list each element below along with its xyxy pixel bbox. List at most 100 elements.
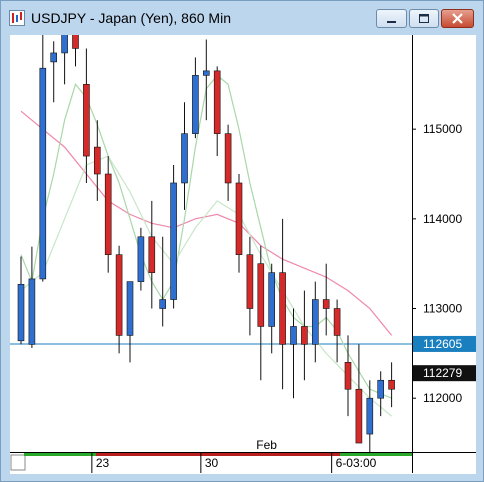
candle-23 [257, 245, 265, 381]
price-tick-label: 114000 [423, 212, 462, 226]
candle-body [290, 326, 297, 345]
price-tick-label: 113000 [423, 302, 462, 316]
candlestick-chart[interactable]: 115000 114000 113000 112000 112605 112279 23 3… [10, 35, 476, 474]
candle-24 [268, 263, 276, 354]
candle-2 [28, 246, 36, 348]
candle-26 [290, 308, 297, 399]
time-tick-label: 30 [205, 456, 219, 470]
candle-29 [322, 263, 330, 336]
candle-17 [192, 57, 199, 139]
candle-20 [224, 124, 232, 201]
moving-average-line-2 [20, 74, 392, 399]
last-price-tag [413, 365, 476, 382]
chart-app-icon [9, 10, 25, 26]
candle-15 [170, 165, 177, 309]
candle-body [137, 236, 145, 282]
candle-body [126, 281, 134, 336]
candle-body [213, 70, 221, 134]
candle-body [72, 35, 79, 49]
candle-14 [159, 236, 166, 327]
candle-body [333, 308, 341, 336]
candle-body [181, 133, 188, 184]
candle-body [61, 35, 68, 54]
candle-body [301, 326, 308, 345]
candle-10 [115, 245, 123, 354]
candle-body [311, 299, 319, 345]
candle-body [50, 52, 58, 63]
candle-body [344, 362, 352, 390]
candle-body [268, 272, 276, 327]
candle-body [192, 75, 199, 134]
candle-4 [50, 41, 58, 103]
candle-13 [148, 200, 156, 309]
candle-body [224, 133, 232, 184]
maximize-button[interactable] [409, 9, 439, 28]
minimize-button[interactable] [376, 9, 407, 28]
candle-body [355, 388, 363, 444]
candle-34 [377, 371, 385, 417]
candle-body [257, 263, 265, 327]
price-line-tag-label: 112605 [423, 337, 462, 351]
close-button[interactable] [441, 9, 474, 28]
candle-12 [137, 227, 145, 291]
candle-body [115, 254, 123, 336]
minimize-icon [387, 21, 396, 23]
last-price-tag-label: 112279 [423, 366, 462, 380]
candle-6 [72, 35, 79, 67]
session-bar-green-end [340, 453, 412, 456]
close-icon [452, 13, 463, 24]
candle-7 [83, 48, 90, 183]
moving-average-line-1 [20, 110, 393, 336]
price-tick-label: 115000 [423, 122, 462, 136]
candle-19 [213, 66, 221, 157]
candle-body [279, 272, 286, 345]
candle-body [104, 173, 112, 256]
candle-9 [104, 156, 112, 273]
candle-22 [246, 236, 254, 336]
candle-body [148, 236, 156, 273]
candle-body [17, 284, 25, 342]
maximize-icon [419, 14, 429, 23]
candle-body [366, 397, 374, 435]
candle-35 [388, 362, 395, 408]
candle-body [28, 278, 36, 345]
candle-body [170, 182, 177, 300]
candle-32 [355, 344, 363, 444]
time-scroll-thumb[interactable] [10, 454, 26, 471]
candle-body [83, 84, 90, 157]
candle-body [235, 182, 243, 256]
candle-11 [126, 281, 134, 363]
candle-body [159, 299, 166, 309]
candle-8 [94, 120, 101, 201]
candle-body [246, 254, 254, 309]
candle-25 [279, 218, 286, 390]
candle-body [94, 146, 101, 175]
month-label: Feb [256, 438, 277, 452]
candle-1 [17, 256, 25, 345]
candle-31 [344, 335, 352, 417]
candle-16 [181, 102, 188, 210]
candle-body [388, 379, 395, 390]
candle-body [39, 67, 47, 280]
candle-body [322, 299, 330, 309]
candle-28 [311, 281, 319, 363]
time-tick-label: 6-03:00 [336, 456, 377, 470]
session-bar-green [24, 453, 96, 456]
candle-30 [333, 299, 341, 363]
title-bar[interactable]: USDJPY - Japan (Yen), 860 Min [1, 1, 483, 35]
candle-33 [366, 380, 374, 452]
candle-body [203, 70, 210, 76]
candle-18 [203, 39, 210, 121]
candle-3 [39, 35, 47, 282]
candle-5 [61, 35, 68, 85]
price-line-tag [413, 335, 476, 352]
chart-area[interactable]: 115000 114000 113000 112000 112605 112279 23 3… [10, 35, 476, 474]
candle-27 [301, 290, 308, 381]
window-title: USDJPY - Japan (Yen), 860 Min [31, 10, 231, 26]
time-tick-label: 23 [96, 456, 110, 470]
session-bar-red [96, 453, 340, 456]
price-tick-label: 112000 [423, 391, 462, 405]
candle-body [377, 379, 385, 399]
moving-average-line-3 [20, 155, 392, 417]
